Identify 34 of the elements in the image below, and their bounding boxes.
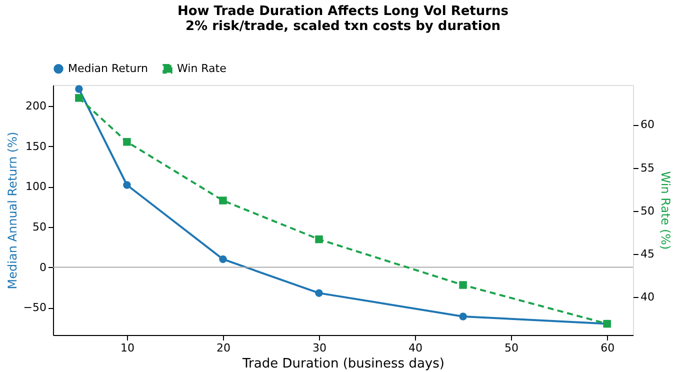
x-tick-label: 20	[216, 342, 230, 354]
x-tick-label: 60	[600, 342, 615, 354]
legend-label: Median Return	[68, 62, 148, 75]
y-tick-label: 50	[32, 220, 46, 234]
x-tick-label: 40	[408, 342, 423, 354]
point	[459, 312, 467, 320]
point	[219, 255, 227, 264]
chart-title: How Trade Duration Affects Long Vol Returns	[177, 4, 509, 19]
y-tick-label: 200	[26, 99, 46, 112]
point	[219, 196, 227, 204]
y2-tick-label: 45	[640, 247, 654, 260]
point	[75, 85, 83, 93]
point	[315, 289, 323, 297]
y-tick-label: 0	[40, 260, 46, 274]
y-tick-label: 150	[26, 140, 46, 153]
x-axis-title: Trade Duration (business days)	[242, 356, 444, 372]
x-tick-label: 30	[312, 342, 326, 354]
point	[123, 138, 131, 146]
point	[123, 181, 131, 189]
chart-subtitle: 2% risk/trade, scaled txn costs by duration	[185, 19, 501, 34]
y2-tick-label: 50	[640, 204, 654, 218]
x-tick-label: 50	[504, 342, 519, 354]
y2-tick-label: 55	[640, 161, 654, 174]
y2-axis-title: Win Rate (%)	[658, 171, 672, 250]
x-tick-label: 10	[120, 342, 134, 354]
point	[315, 235, 323, 244]
y-tick-label: 100	[26, 180, 46, 194]
point	[75, 94, 83, 102]
y2-tick-label: 40	[640, 290, 654, 304]
point	[459, 281, 467, 289]
y2-tick-label: 60	[640, 118, 654, 132]
legend-label: Win Rate	[177, 62, 227, 75]
y-tick-label: −50	[23, 301, 46, 314]
y-axis-title: Median Annual Return (%)	[5, 132, 20, 290]
